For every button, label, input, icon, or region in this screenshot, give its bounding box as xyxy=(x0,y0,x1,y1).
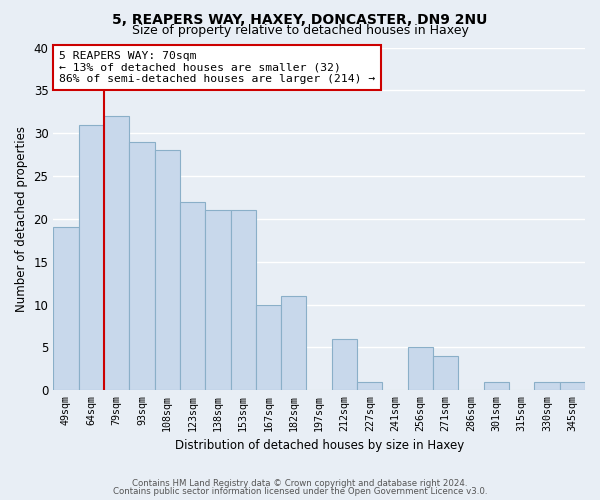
Bar xyxy=(433,356,458,390)
Bar xyxy=(408,348,433,391)
Text: 5 REAPERS WAY: 70sqm
← 13% of detached houses are smaller (32)
86% of semi-detac: 5 REAPERS WAY: 70sqm ← 13% of detached h… xyxy=(59,51,375,84)
Y-axis label: Number of detached properties: Number of detached properties xyxy=(15,126,28,312)
Text: 5, REAPERS WAY, HAXEY, DONCASTER, DN9 2NU: 5, REAPERS WAY, HAXEY, DONCASTER, DN9 2N… xyxy=(112,12,488,26)
Text: Contains HM Land Registry data © Crown copyright and database right 2024.: Contains HM Land Registry data © Crown c… xyxy=(132,478,468,488)
Bar xyxy=(484,382,509,390)
Bar xyxy=(357,382,382,390)
Text: Contains public sector information licensed under the Open Government Licence v3: Contains public sector information licen… xyxy=(113,487,487,496)
X-axis label: Distribution of detached houses by size in Haxey: Distribution of detached houses by size … xyxy=(175,440,464,452)
Bar xyxy=(560,382,585,390)
Bar xyxy=(535,382,560,390)
Bar xyxy=(53,228,79,390)
Bar xyxy=(281,296,307,390)
Text: Size of property relative to detached houses in Haxey: Size of property relative to detached ho… xyxy=(131,24,469,37)
Bar xyxy=(129,142,155,390)
Bar xyxy=(180,202,205,390)
Bar xyxy=(79,124,104,390)
Bar xyxy=(256,304,281,390)
Bar xyxy=(205,210,230,390)
Bar xyxy=(332,339,357,390)
Bar xyxy=(155,150,180,390)
Bar xyxy=(230,210,256,390)
Bar xyxy=(104,116,129,390)
